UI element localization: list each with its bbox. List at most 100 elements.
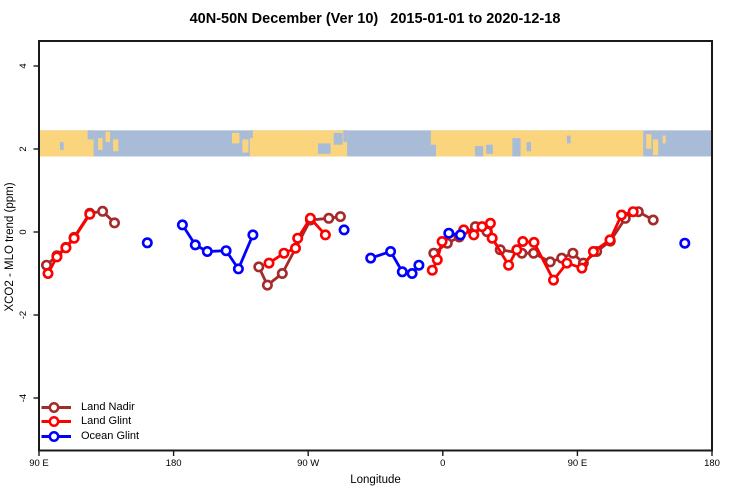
- map-ocean-patch: [343, 130, 348, 143]
- data-point: [385, 246, 397, 258]
- y-tick-label: -4: [18, 394, 29, 402]
- map-ocean-patch: [512, 138, 521, 157]
- legend-label: Land Nadir: [81, 400, 135, 413]
- data-point: [511, 244, 523, 256]
- data-point: [51, 251, 63, 263]
- map-ocean-patch: [87, 130, 94, 140]
- x-tick-label: 90 E: [568, 458, 588, 469]
- data-point: [323, 212, 335, 224]
- data-point: [292, 232, 304, 244]
- map-ocean-patch: [59, 142, 64, 150]
- legend-label: Ocean Glint: [81, 429, 140, 442]
- legend-marker-icon: [41, 431, 71, 442]
- data-point: [443, 227, 455, 239]
- map-land-patch: [652, 139, 659, 156]
- data-point: [406, 267, 418, 279]
- data-point: [528, 236, 540, 248]
- data-point: [276, 267, 288, 279]
- data-point: [232, 263, 244, 275]
- x-tick-label: 90 E: [29, 458, 49, 469]
- y-tick-label: -2: [18, 311, 29, 319]
- data-point: [247, 229, 259, 241]
- data-point: [561, 257, 573, 269]
- map-ocean-patch: [566, 135, 571, 144]
- map-land-block: [249, 130, 348, 157]
- x-tick-label: 180: [166, 458, 182, 469]
- map-land-patch: [646, 134, 652, 149]
- chart-title: 40N-50N December (Ver 10) 2015-01-01 to …: [189, 11, 561, 27]
- map-land-block: [430, 130, 644, 157]
- data-point: [528, 247, 540, 259]
- axes: 90 E 180 90 W 0 90 E 180 4 2 0 -2 -4: [18, 40, 720, 469]
- map-land-patch: [242, 139, 249, 153]
- data-point: [627, 206, 639, 218]
- data-point: [253, 261, 265, 273]
- data-point: [60, 242, 72, 254]
- data-point: [615, 209, 627, 221]
- data-point: [576, 262, 588, 274]
- map-land-block: [39, 130, 94, 157]
- data-point: [334, 211, 346, 223]
- data-point: [503, 259, 515, 271]
- data-point: [261, 279, 273, 291]
- data-point: [454, 229, 466, 241]
- data-point: [176, 219, 188, 231]
- data-point: [97, 205, 109, 217]
- series-land-nadir: [40, 205, 659, 291]
- data-point: [338, 224, 350, 236]
- data-point: [278, 247, 290, 259]
- data-point: [547, 274, 559, 286]
- data-point: [413, 259, 425, 271]
- data-point: [604, 234, 616, 246]
- map-ocean-patch: [474, 146, 484, 157]
- data-point: [486, 232, 498, 244]
- data-point: [396, 266, 408, 278]
- map-ocean-patch: [486, 144, 493, 154]
- series-land-glint: [42, 206, 639, 286]
- data-point: [468, 229, 480, 241]
- legend-marker-icon: [41, 416, 71, 428]
- legend-label: Land Glint: [81, 415, 132, 428]
- map-land-patch: [98, 138, 103, 150]
- legend-item: Land Nadir: [40, 400, 139, 415]
- map-ocean-patch: [249, 130, 253, 139]
- data-point: [141, 237, 153, 249]
- y-tick-label: 2: [18, 146, 29, 151]
- map-land-patch: [105, 131, 111, 143]
- data-point: [484, 217, 496, 229]
- data-point: [431, 254, 443, 266]
- x-tick-label: 180: [704, 458, 720, 469]
- y-tick-label: 4: [18, 63, 29, 68]
- x-tick-label: 0: [440, 458, 445, 469]
- legend-item: Ocean Glint: [40, 429, 139, 444]
- data-point: [567, 247, 579, 259]
- data-point: [544, 256, 556, 268]
- data-point: [436, 236, 448, 248]
- data-point: [42, 267, 54, 279]
- legend-item: Land Glint: [40, 415, 139, 430]
- world-map-strip: [39, 130, 712, 157]
- map-ocean-patch: [526, 142, 532, 152]
- map-land-patch: [662, 135, 666, 144]
- data-point: [319, 229, 331, 241]
- map-ocean-patch: [333, 132, 343, 145]
- data-point: [647, 214, 659, 226]
- data-point: [304, 212, 316, 224]
- series-ocean-glint: [141, 219, 691, 279]
- data-point: [68, 232, 80, 244]
- y-axis-title: XCO2 - MLO trend (ppm): [4, 182, 16, 312]
- data-point: [517, 236, 529, 248]
- map-land-patch: [231, 132, 240, 144]
- data-point: [220, 245, 232, 257]
- data-point: [84, 208, 96, 220]
- data-point: [289, 242, 301, 254]
- data-point: [426, 264, 438, 276]
- data-point: [201, 246, 213, 258]
- legend-marker-icon: [41, 401, 71, 413]
- map-ocean-patch: [430, 144, 437, 157]
- legend: Land Nadir Land Glint Ocean Glint: [40, 400, 139, 444]
- data-point: [679, 237, 691, 249]
- y-tick-label: 0: [18, 229, 29, 234]
